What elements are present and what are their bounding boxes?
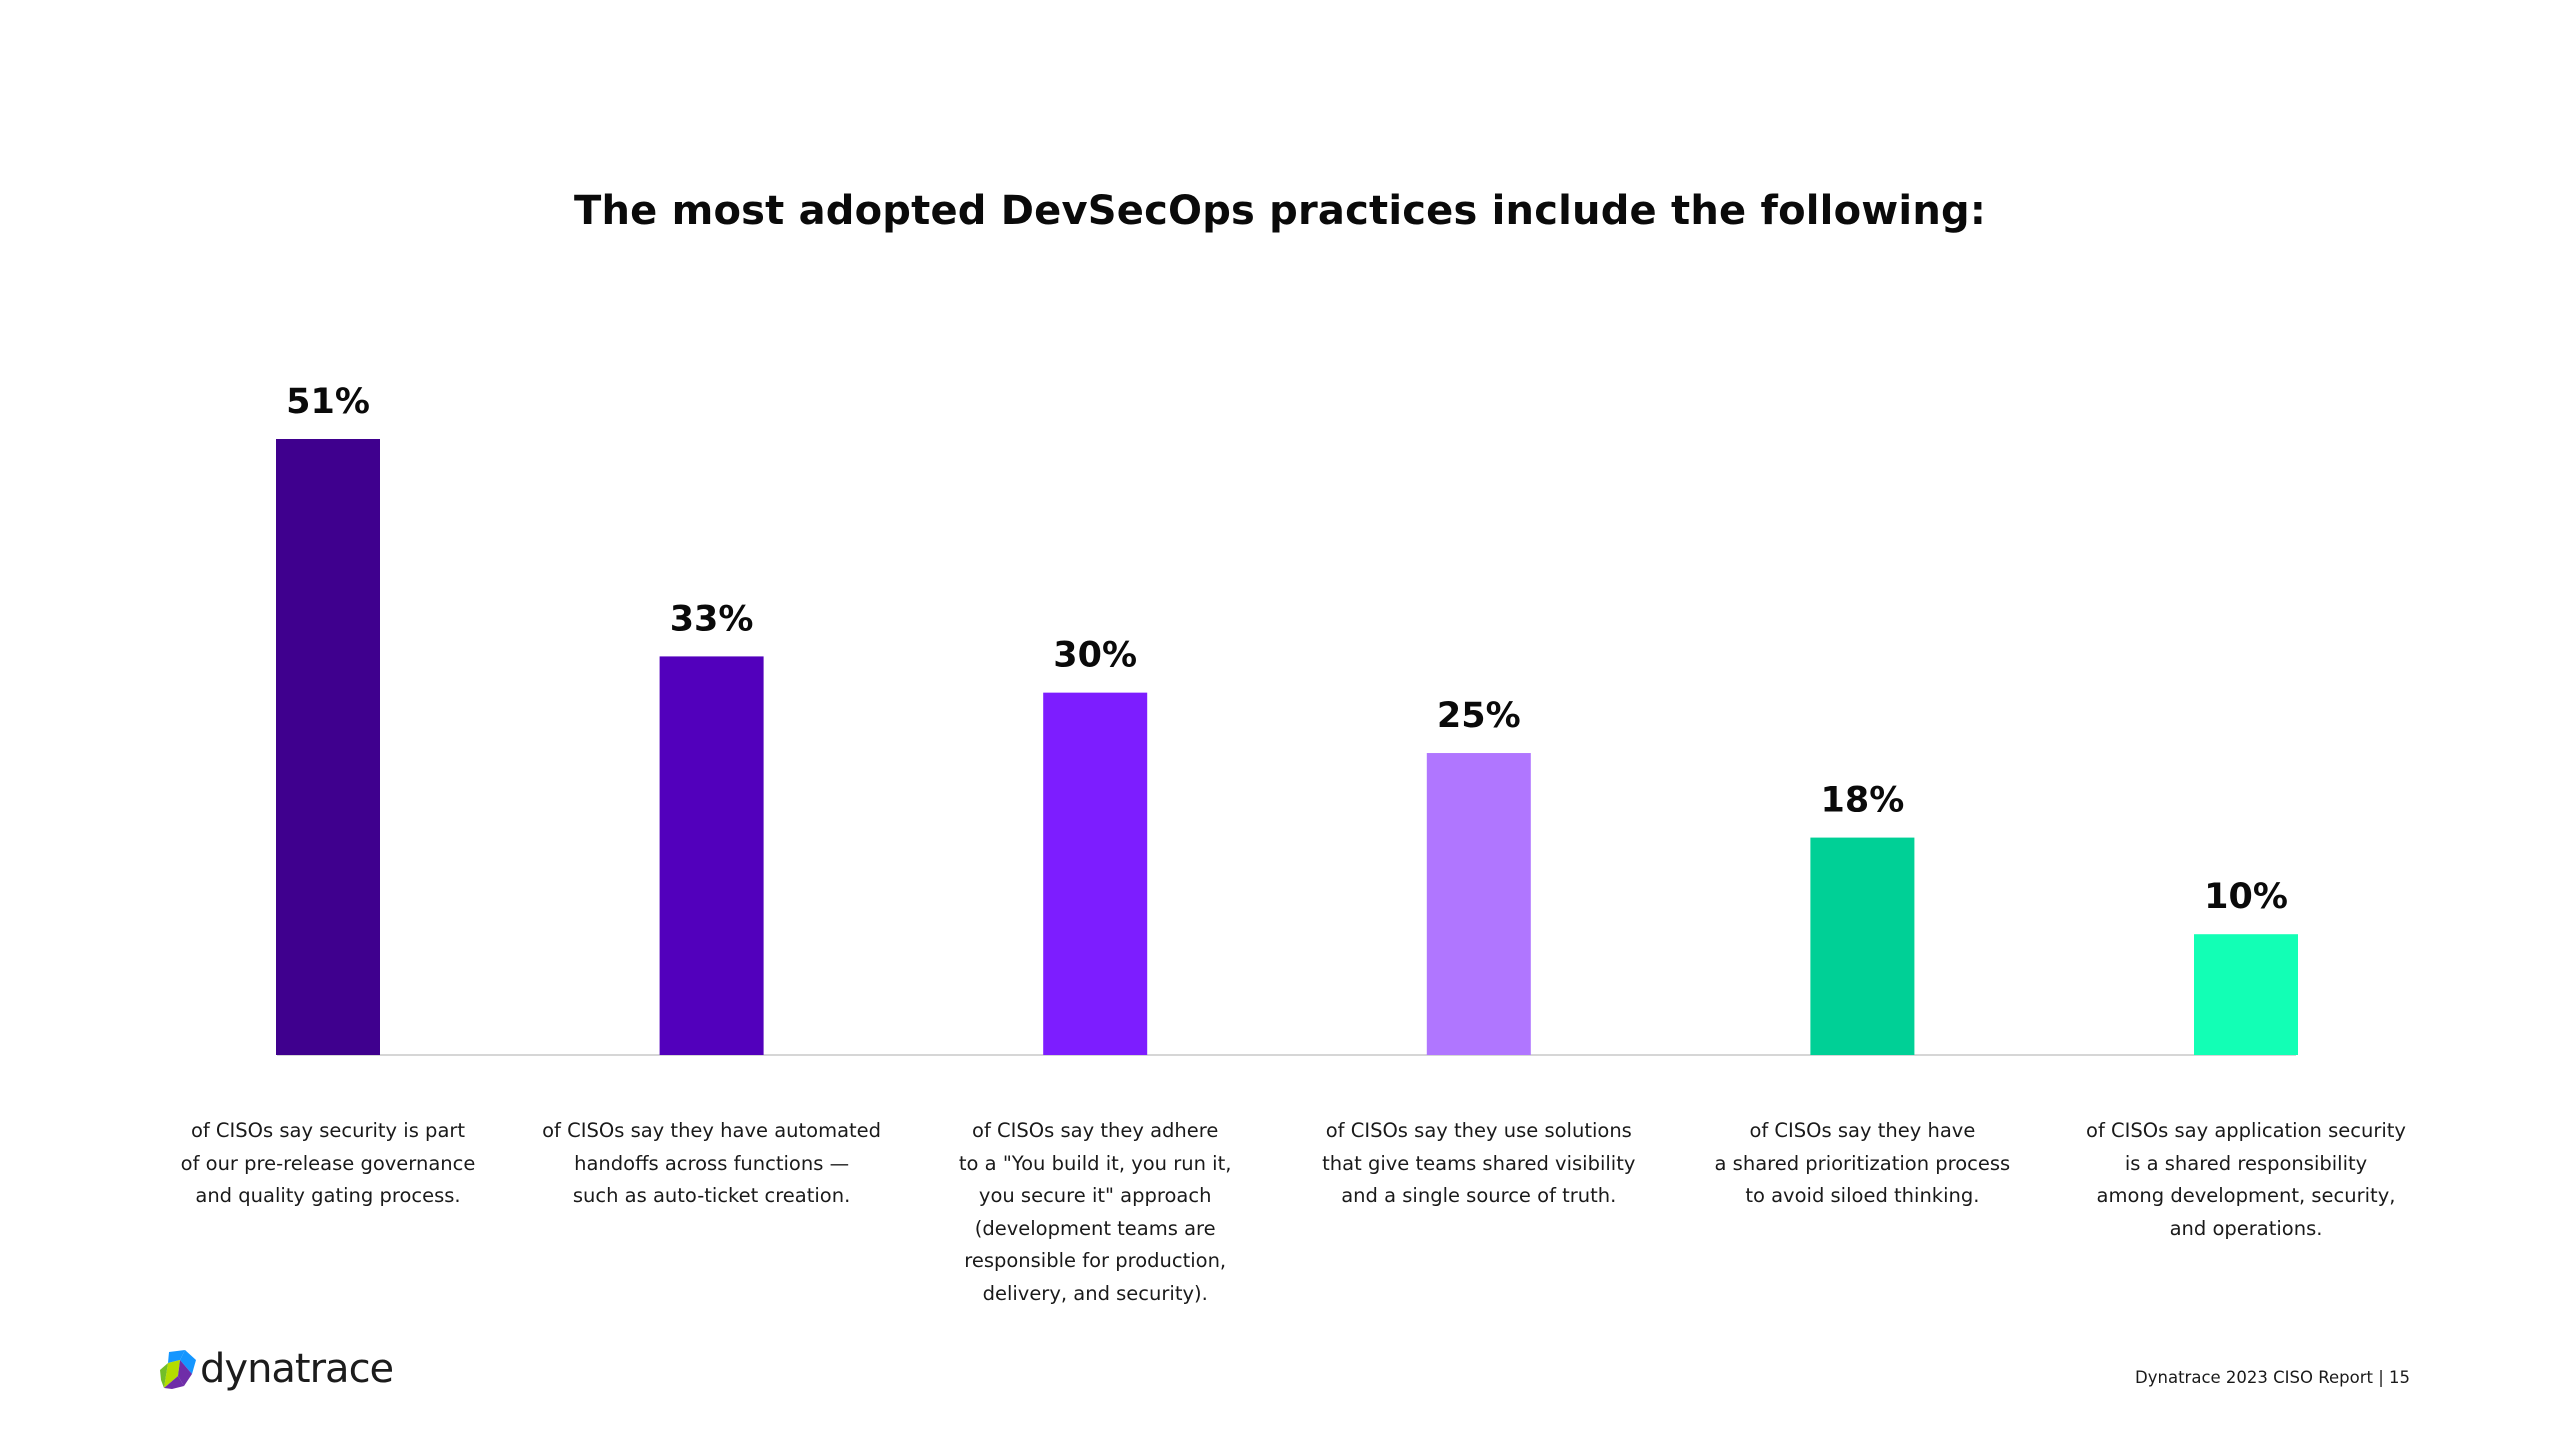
- category-description-line: a shared prioritization process: [1714, 1151, 2011, 1175]
- category-description-6: of CISOs say application security is a sh…: [2076, 1115, 2416, 1245]
- category-description-line: to a "You build it, you run it,: [958, 1151, 1232, 1175]
- logo-facet: [168, 1350, 185, 1363]
- bar-value-label-4: 25%: [1437, 696, 1521, 736]
- category-description-line: is a shared responsibility: [2124, 1151, 2368, 1175]
- category-description-line: you secure it" approach: [978, 1184, 1212, 1207]
- logo-facet: [160, 1363, 168, 1388]
- bar-value-label-6: 10%: [2204, 877, 2288, 917]
- category-description-line: such as auto-ticket creation.: [572, 1184, 851, 1207]
- category-description-line: that give teams shared visibility: [1322, 1151, 1636, 1175]
- category-description-5: of CISOs say they have a shared prioritiz…: [1692, 1115, 2032, 1213]
- category-description-line: delivery, and security).: [982, 1281, 1208, 1305]
- footer-page-reference: Dynatrace 2023 CISO Report | 15: [2135, 1368, 2410, 1387]
- bar-6: [2194, 934, 2298, 1055]
- logo-facet: [164, 1360, 180, 1388]
- category-description-line: and operations.: [2169, 1216, 2323, 1240]
- category-description-line: of CISOs say they use solutions: [1325, 1119, 1632, 1142]
- bar-3: [1043, 692, 1148, 1055]
- category-description-line: of CISOs say they have automated: [542, 1119, 882, 1142]
- category-description-line: and a single source of truth.: [1341, 1184, 1617, 1207]
- category-description-line: and quality gating process.: [195, 1184, 461, 1207]
- category-description-line: of CISOs say they adhere: [972, 1119, 1219, 1142]
- category-description-line: (development teams are: [974, 1216, 1216, 1240]
- bar-value-label-5: 18%: [1821, 781, 1905, 821]
- category-description-line: of CISOs say application security: [2086, 1119, 2406, 1142]
- bars-group: [276, 439, 2298, 1055]
- category-description-line: of our pre-release governance: [180, 1151, 476, 1175]
- chart-title: The most adopted DevSecOps practices inc…: [573, 188, 1987, 234]
- category-description-line: to avoid siloed thinking.: [1745, 1184, 1980, 1207]
- category-description-line: of CISOs say security is part: [190, 1119, 466, 1142]
- category-description-4: of CISOs say they use solutions that give…: [1309, 1115, 1649, 1213]
- bar-value-label-2: 33%: [670, 599, 754, 639]
- logo-wordmark: dynatrace: [200, 1346, 394, 1392]
- bar-1: [276, 439, 380, 1055]
- bar-value-label-1: 51%: [286, 382, 370, 422]
- category-description-line: responsible for production,: [964, 1249, 1227, 1272]
- category-description-1: of CISOs say security is part of our pre-…: [158, 1115, 498, 1213]
- value-labels-group: 51% 33% 30% 25% 18% 10%: [286, 382, 2288, 917]
- bar-4: [1426, 753, 1531, 1055]
- category-description-3: of CISOs say they adhere to a "You build …: [925, 1115, 1265, 1310]
- dynatrace-logo-mark-icon: [160, 1350, 196, 1389]
- logo-facet: [178, 1360, 192, 1386]
- logo-facet: [180, 1350, 196, 1374]
- category-description-2: of CISOs say they have automated handoffs…: [542, 1115, 882, 1213]
- category-description-line: of CISOs say they have: [1749, 1119, 1976, 1142]
- bar-2: [659, 656, 764, 1055]
- category-description-line: among development, security,: [2096, 1184, 2396, 1207]
- dynatrace-logo: dynatrace: [158, 1346, 394, 1392]
- category-description-line: handoffs across functions —: [574, 1151, 850, 1175]
- bar-value-label-3: 30%: [1053, 636, 1137, 676]
- bar-5: [1810, 837, 1915, 1055]
- logo-facet: [164, 1376, 184, 1389]
